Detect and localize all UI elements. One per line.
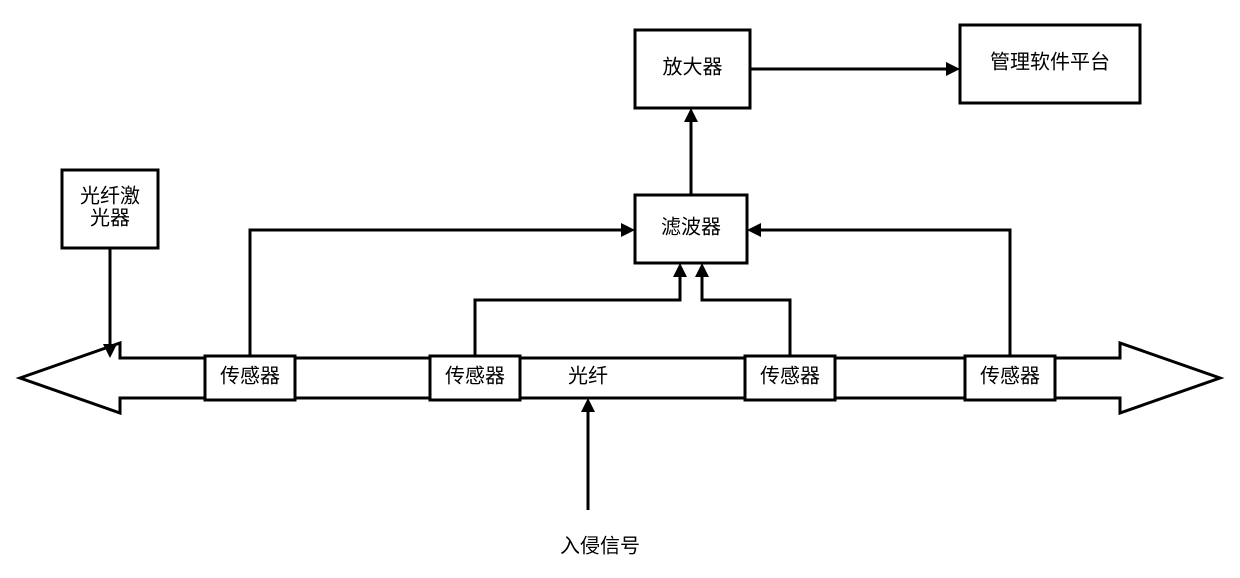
node-laser: 光纤激光器 [62,170,158,248]
node-sensor4: 传感器 [965,356,1055,400]
node-sensor3-label-0: 传感器 [760,365,820,388]
node-platform: 管理软件平台 [960,25,1140,103]
node-sensor2-label-0: 传感器 [445,365,505,388]
node-sensor3: 传感器 [745,356,835,400]
arrowhead [621,223,635,237]
edge-s4-to-filter [761,230,1010,356]
edge-s1-to-filter [250,230,621,356]
edge-s2-to-filter [475,277,680,356]
node-sensor1: 传感器 [205,356,295,400]
node-sensor4-label-0: 传感器 [980,365,1040,388]
fiber-label: 光纤 [568,365,608,388]
node-filter-label-0: 滤波器 [661,216,721,239]
node-filter: 滤波器 [635,195,747,263]
arrowhead [747,223,761,237]
arrowhead [684,108,698,122]
edge-s3-to-filter [702,277,790,356]
arrowhead [673,263,687,277]
node-sensor1-label-0: 传感器 [220,365,280,388]
arrowhead [695,263,709,277]
arrowhead [946,62,960,76]
arrowhead [581,398,595,412]
intrusion-label: 入侵信号 [560,535,640,558]
node-amplifier: 放大器 [635,30,750,108]
node-laser-label-1: 光器 [90,207,130,230]
node-laser-label-0: 光纤激 [80,185,140,208]
node-amplifier-label-0: 放大器 [663,56,723,79]
node-sensor2: 传感器 [430,356,520,400]
node-platform-label-0: 管理软件平台 [990,51,1110,74]
